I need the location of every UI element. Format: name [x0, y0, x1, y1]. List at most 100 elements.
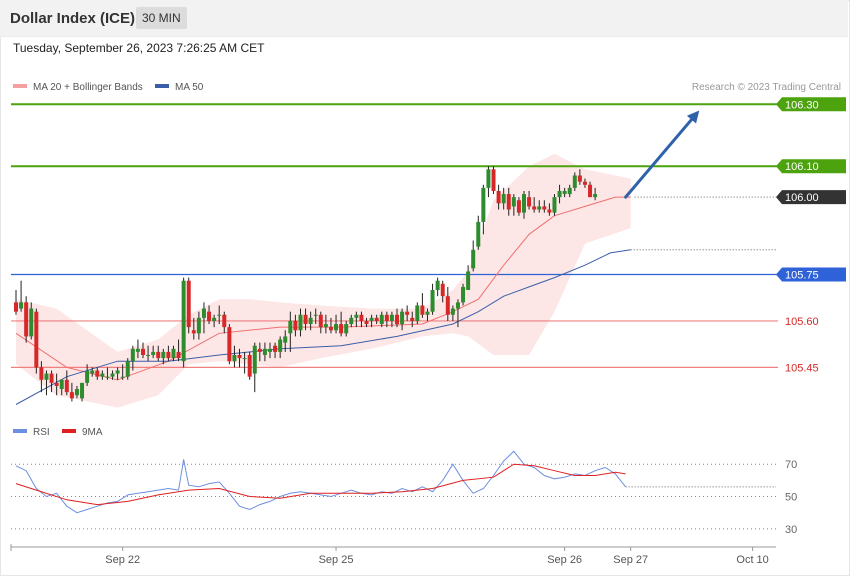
candle-body	[339, 324, 344, 334]
candle-body	[430, 290, 435, 312]
timeframe-button[interactable]: 30 MIN	[136, 7, 187, 29]
candle-body	[476, 221, 481, 247]
rsi-legend-swatch	[13, 429, 27, 433]
candle-body	[318, 314, 323, 328]
rsi-ma-legend-label: 9MA	[82, 427, 103, 438]
timestamp: Tuesday, September 26, 2023 7:26:25 AM C…	[13, 41, 265, 55]
candle-body	[59, 379, 64, 390]
candle-body	[39, 367, 44, 380]
x-tick-label: Sep 25	[319, 554, 354, 566]
candle-body	[328, 327, 333, 331]
candle-body	[354, 314, 359, 318]
moving-averages	[15, 196, 776, 405]
candle-body	[577, 175, 582, 182]
candle-body	[481, 187, 486, 222]
x-tick-label: Oct 10	[736, 554, 768, 566]
candle-body	[547, 209, 552, 213]
level-105-75-tag	[776, 267, 846, 282]
candle-body	[450, 308, 455, 315]
candle-body	[384, 314, 389, 321]
candle-body	[532, 206, 537, 210]
candle-body	[572, 175, 577, 188]
candle-body	[349, 317, 354, 325]
candle-body	[130, 348, 135, 362]
candle-body	[74, 389, 79, 396]
candle-body	[374, 317, 379, 321]
x-axis: Sep 22 Sep 25 Sep 26 Sep 27 Oct 10	[10, 544, 776, 566]
candle-body	[262, 348, 267, 355]
candle-body	[588, 184, 593, 198]
candle-body	[293, 320, 298, 331]
candle-body	[141, 348, 145, 355]
candle-body	[268, 348, 272, 352]
candle-body	[49, 373, 54, 383]
x-tick-label: Sep 27	[613, 554, 648, 566]
candle-body	[257, 348, 262, 352]
rsi-ma-legend-swatch	[62, 429, 76, 433]
level-105-45-label: 105.45	[785, 362, 819, 374]
candle-body	[115, 370, 120, 374]
candle-body	[85, 370, 90, 383]
rsi-ma-line	[15, 463, 626, 506]
ma20-legend-swatch	[13, 84, 27, 88]
level-106-00-tag	[776, 190, 846, 205]
candle-body	[557, 190, 562, 198]
candle-body	[501, 194, 506, 204]
candle-body	[100, 373, 105, 377]
candle-body	[222, 314, 227, 328]
candle-body	[593, 194, 598, 198]
candle-body	[537, 206, 542, 210]
candlesticks	[14, 166, 598, 402]
candle-body	[466, 271, 471, 290]
candle-body	[283, 336, 288, 343]
candle-body	[344, 324, 349, 334]
candle-body	[212, 317, 217, 321]
level-106-00-label: 106.00	[785, 192, 819, 204]
candle-body	[415, 305, 420, 321]
candle-body	[146, 355, 151, 356]
candle-body	[303, 314, 308, 325]
level-106-30-label: 106.30	[785, 99, 819, 111]
bollinger-band	[16, 153, 631, 408]
forecast-arrow-shaft	[624, 118, 693, 199]
candle-body	[110, 373, 115, 377]
candle-body	[486, 169, 491, 188]
candle-body	[425, 311, 430, 315]
level-tags: 106.30 106.10 106.00 105.75 105.60 105.45	[776, 97, 846, 374]
candle-body	[242, 358, 247, 360]
ma50-line	[15, 249, 631, 405]
candle-body	[435, 280, 440, 290]
rsi-tick-50: 50	[785, 492, 797, 504]
candle-body	[410, 317, 415, 321]
candle-body	[191, 330, 196, 334]
credit-text: Research © 2023 Trading Central	[692, 82, 841, 93]
candle-body	[582, 181, 587, 185]
candle-body	[542, 206, 547, 210]
candle-body	[522, 194, 526, 213]
candle-body	[288, 320, 293, 334]
rsi-line	[15, 450, 626, 514]
bollinger-band-area	[16, 153, 631, 408]
candle-body	[217, 314, 222, 316]
rsi-tick-30: 30	[785, 524, 797, 536]
candle-body	[19, 302, 24, 309]
candle-body	[120, 376, 125, 378]
rsi-legend-label: RSI	[33, 427, 50, 438]
level-105-60-label: 105.60	[785, 316, 819, 328]
x-tick-label: Sep 26	[547, 554, 582, 566]
candle-body	[227, 327, 232, 362]
candle-body	[511, 197, 516, 207]
candle-body	[29, 308, 34, 337]
candle-body	[34, 311, 39, 368]
candle-body	[461, 286, 466, 303]
chart-header: Dollar Index (ICE) 30 MIN	[0, 0, 848, 37]
candle-body	[308, 317, 313, 325]
forecast-arrow	[624, 110, 700, 199]
candle-body	[196, 317, 201, 334]
candle-body	[369, 317, 374, 321]
forecast-arrow-head	[686, 110, 700, 124]
candle-body	[379, 314, 384, 325]
candle-body	[54, 382, 59, 386]
candle-body	[186, 280, 191, 328]
candle-body	[323, 324, 328, 328]
